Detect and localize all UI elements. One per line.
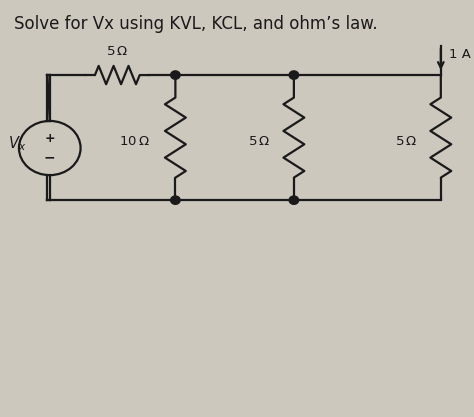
Text: −: − [44, 150, 55, 164]
Text: $10\,\Omega$: $10\,\Omega$ [118, 135, 149, 148]
Text: Solve for Vx using KVL, KCL, and ohm’s law.: Solve for Vx using KVL, KCL, and ohm’s l… [14, 15, 378, 33]
Text: +: + [45, 132, 55, 146]
Circle shape [289, 71, 299, 79]
Circle shape [171, 71, 180, 79]
Text: $V_x$: $V_x$ [9, 135, 27, 153]
Text: 1 A: 1 A [449, 48, 471, 61]
Text: $5\,\Omega$: $5\,\Omega$ [106, 45, 128, 58]
Text: $5\,\Omega$: $5\,\Omega$ [248, 135, 270, 148]
Circle shape [171, 196, 180, 204]
Circle shape [289, 196, 299, 204]
Text: $5\,\Omega$: $5\,\Omega$ [395, 135, 417, 148]
